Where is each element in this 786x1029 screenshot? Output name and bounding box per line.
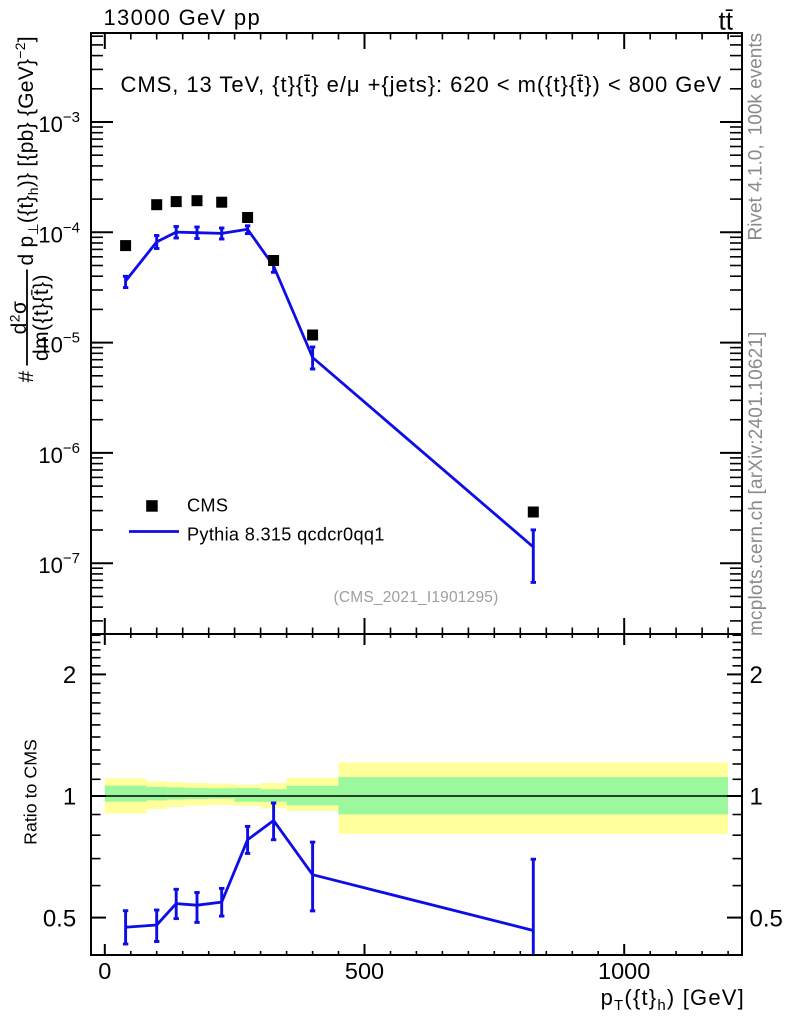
svg-text:0.5: 0.5 [750,905,783,932]
svg-text:tt̄: tt̄ [719,6,734,36]
svg-text:0: 0 [98,958,111,984]
svg-text:(CMS_2021_I1901295): (CMS_2021_I1901295) [334,589,499,606]
svg-text:CMS, 13 TeV, {t}{t̄} e/μ +{jet: CMS, 13 TeV, {t}{t̄} e/μ +{jets}: 620 < … [121,72,723,97]
svg-text:0.5: 0.5 [43,905,76,932]
svg-text:500: 500 [345,958,384,984]
svg-text:Pythia 8.315 qcdcr0qq1: Pythia 8.315 qcdcr0qq1 [187,525,385,545]
svg-text:Rivet 4.1.0, 100k events: Rivet 4.1.0, 100k events [746,33,767,241]
svg-text:dm({t}{t̄}): dm({t}{t̄}) [30,274,53,361]
svg-text:pT({t}h) [GeV]: pT({t}h) [GeV] [601,985,745,1014]
svg-text:1: 1 [63,784,76,811]
svg-text:1000: 1000 [598,958,650,984]
svg-text:#: # [15,371,38,383]
svg-text:2: 2 [63,662,76,689]
svg-text:13000 GeV pp: 13000 GeV pp [104,5,262,30]
svg-text:10−6: 10−6 [38,440,80,468]
svg-text:mcplots.cern.ch [arXiv:2401.10: mcplots.cern.ch [arXiv:2401.10621] [746,331,767,636]
svg-text:1: 1 [750,784,763,811]
svg-text:2: 2 [750,662,763,689]
svg-text:CMS: CMS [187,496,228,516]
svg-text:Ratio to CMS: Ratio to CMS [21,739,41,845]
